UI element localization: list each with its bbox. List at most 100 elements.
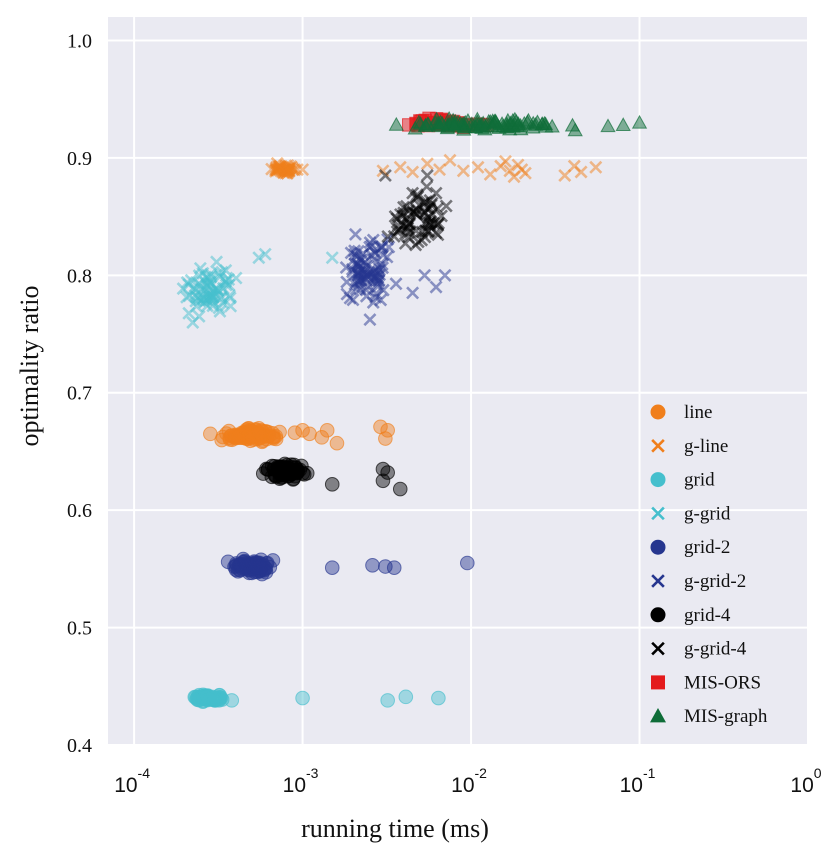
point-g-grid (325, 251, 339, 265)
x-tick-label: 10-3 (283, 765, 319, 797)
point-MIS-graph (434, 115, 450, 130)
legend-marker-MIS-ORS (651, 675, 665, 690)
point-MIS-graph (600, 118, 616, 133)
point-g-grid-4 (432, 216, 446, 230)
x-tick-exponent: -1 (643, 765, 656, 781)
point-g-grid-2 (346, 293, 360, 307)
x-tick-exponent: -3 (306, 765, 319, 781)
point-MIS-graph (388, 116, 405, 131)
x-tick-base: 10 (451, 774, 474, 797)
point-g-grid-2 (365, 248, 379, 262)
point-g-grid-2 (371, 265, 385, 279)
point-g-grid-4 (418, 206, 432, 220)
legend-label: g-grid-2 (684, 571, 746, 592)
legend-item-g-grid-4: g-grid-4 (651, 639, 747, 660)
point-g-grid-4 (434, 209, 448, 223)
point-g-line (420, 157, 434, 171)
series-MIS-graph (388, 110, 648, 137)
point-g-grid (219, 278, 233, 292)
point-g-grid-4 (439, 199, 453, 213)
y-tick-labels: 0.4 0.5 0.6 0.7 0.8 0.9 1.0 (67, 30, 92, 757)
legend-label: MIS-graph (684, 706, 768, 727)
point-g-grid (187, 281, 201, 295)
point-g-grid-2 (389, 277, 403, 291)
legend-marker-g-grid (651, 506, 665, 521)
point-g-line (406, 165, 420, 179)
series-g-grid-2 (339, 227, 452, 327)
point-MIS-graph (631, 114, 648, 129)
legend-item-line: line (650, 402, 713, 423)
point-grid-4 (295, 465, 311, 481)
series-layer (176, 110, 648, 709)
legend-label: grid-4 (684, 605, 731, 626)
plot-background (108, 17, 808, 745)
legend-label: grid-2 (684, 537, 730, 558)
legend-marker-g-line (651, 439, 665, 453)
point-g-grid-4 (402, 204, 416, 218)
point-grid-2 (386, 560, 402, 575)
point-g-grid-2 (350, 266, 364, 280)
legend-label: line (684, 402, 713, 423)
point-g-grid-4 (390, 225, 404, 239)
grid-lines (108, 17, 809, 746)
point-grid (206, 690, 221, 706)
point-g-grid-2 (374, 293, 388, 307)
series-grid-2 (220, 551, 475, 582)
point-line (251, 426, 266, 441)
point-grid-4 (280, 461, 296, 476)
legend-marker-line (650, 404, 666, 420)
x-tick-base: 10 (620, 774, 643, 797)
point-MIS-graph (488, 114, 504, 129)
point-g-grid-4 (381, 229, 395, 243)
point-g-grid-2 (339, 260, 353, 274)
legend-item-g-line: g-line (651, 436, 728, 457)
legend-item-grid: grid (650, 470, 715, 491)
point-g-line (280, 163, 294, 177)
legend: line g-line grid g-grid grid-2 g-grid-2 grid-4… (650, 402, 768, 727)
x-tick-exponent: -2 (475, 765, 488, 781)
point-grid-4 (392, 481, 408, 497)
point-grid-2 (459, 555, 475, 571)
point-g-grid-4 (420, 169, 434, 183)
point-MIS-graph (544, 118, 560, 133)
point-g-grid-2 (340, 275, 354, 289)
point-grid-2 (365, 558, 380, 573)
point-g-grid-2 (363, 313, 377, 327)
point-g-grid-2 (438, 268, 452, 282)
legend-item-grid-2: grid-2 (650, 537, 730, 558)
point-line (302, 426, 317, 442)
legend-label: g-grid (684, 503, 731, 524)
point-g-grid-2 (371, 277, 385, 291)
point-MIS-graph (510, 116, 527, 130)
point-g-grid (213, 270, 227, 284)
point-g-line (558, 169, 572, 183)
point-MIS-graph (564, 117, 581, 132)
point-g-grid (229, 271, 243, 285)
point-g-grid-4 (421, 225, 435, 239)
point-line (295, 423, 310, 438)
y-tick-label: 0.8 (67, 265, 92, 287)
point-grid-2 (324, 560, 340, 575)
point-g-grid-4 (406, 186, 420, 200)
legend-label: grid (684, 470, 715, 491)
legend-label: MIS-ORS (684, 672, 761, 693)
point-g-grid-2 (429, 280, 443, 294)
point-g-grid (206, 299, 220, 313)
y-tick-label: 0.6 (67, 500, 92, 522)
point-g-grid-4 (378, 169, 392, 183)
x-tick-exponent: 0 (814, 765, 822, 781)
point-grid-2 (252, 564, 268, 579)
point-line (319, 423, 335, 438)
point-g-grid (252, 251, 266, 265)
y-axis-label: optimality ratio (15, 285, 44, 446)
point-g-line (589, 160, 603, 174)
point-g-line (456, 164, 470, 178)
point-g-grid-2 (349, 282, 363, 296)
point-g-grid-4 (388, 210, 402, 224)
point-g-grid-2 (348, 227, 362, 241)
point-g-grid (189, 299, 203, 313)
point-g-grid-2 (366, 233, 380, 247)
y-tick-label: 0.4 (67, 735, 92, 757)
legend-item-g-grid-2: g-grid-2 (651, 571, 746, 592)
